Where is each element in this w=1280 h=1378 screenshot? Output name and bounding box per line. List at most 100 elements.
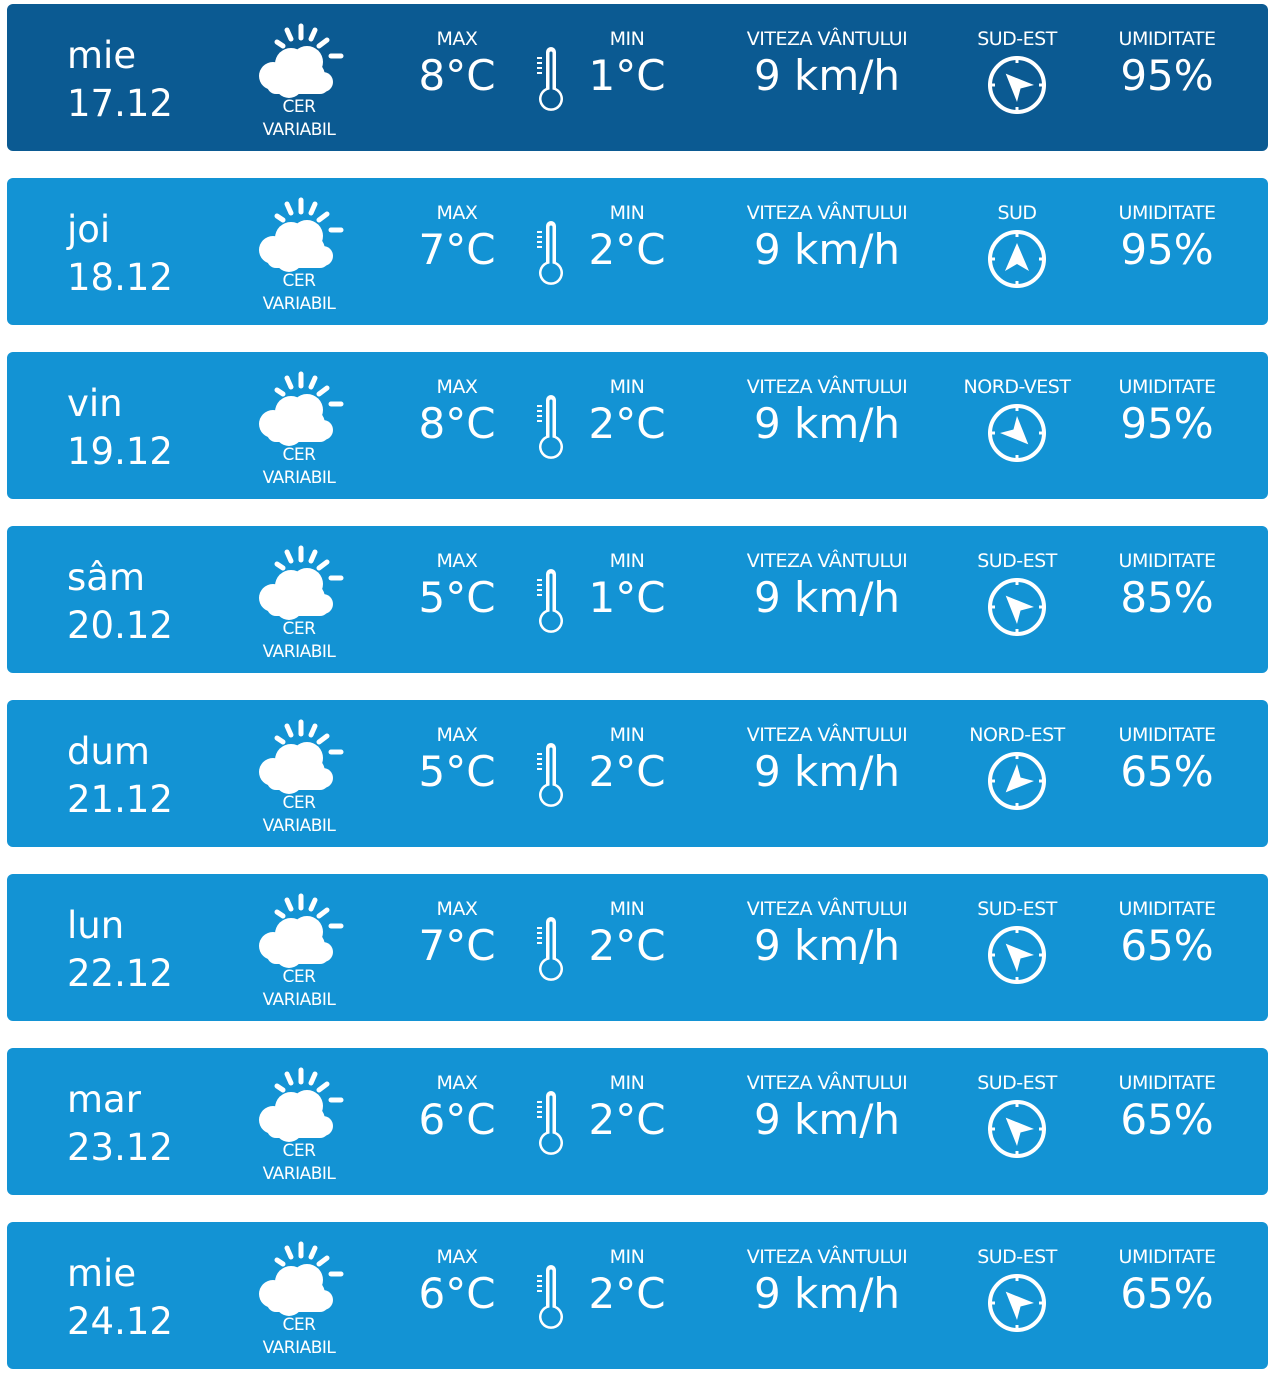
wind-direction: SUD-EST [947,898,1087,986]
wind-value: 9 km/h [753,573,901,622]
wind-speed: VITEZA VÂNTULUI 9 km/h [727,898,927,972]
max-temp: MAX 8°C [407,28,507,102]
wind-value: 9 km/h [753,225,901,274]
condition-text: VARIABIL [262,816,336,836]
humidity-label: UMIDITATE [1118,724,1216,746]
wind-value: 9 km/h [753,51,901,100]
condition-text: VARIABIL [262,642,336,662]
date: 17.12 [67,82,173,125]
max-value: 6°C [418,1095,496,1144]
condition-text: VARIABIL [262,120,336,140]
humidity-label: UMIDITATE [1118,376,1216,398]
humidity: UMIDITATE 85% [1097,550,1237,624]
compass-arrow-icon [988,1100,1046,1158]
weekday: mie [67,1252,137,1295]
max-value: 7°C [418,921,496,970]
weekday: lun [67,904,125,947]
forecast-row[interactable]: mie 17.12 CER VARIABIL MAX 8°C MIN 1°C VI… [7,4,1268,151]
weekday: mie [67,34,137,77]
min-value: 2°C [588,1095,666,1144]
wind-label: VITEZA VÂNTULUI [746,550,908,572]
min-label: MIN [609,28,645,50]
max-label: MAX [436,28,478,50]
min-label: MIN [609,898,645,920]
sun-behind-cloud-icon [259,1067,344,1142]
sun-behind-cloud-icon [259,893,344,968]
humidity-label: UMIDITATE [1118,1072,1216,1094]
condition-text: CER [282,967,316,987]
direction-label: SUD-EST [977,28,1057,50]
humidity: UMIDITATE 65% [1097,1072,1237,1146]
thermometer-icon [537,1091,563,1155]
sun-behind-cloud-icon [259,545,344,620]
condition-text: CER [282,793,316,813]
wind-speed: VITEZA VÂNTULUI 9 km/h [727,376,927,450]
condition-text: CER [282,271,316,291]
condition-text: CER [282,1315,316,1335]
wind-speed: VITEZA VÂNTULUI 9 km/h [727,1246,927,1320]
day-date: lun 22.12 [67,902,173,998]
condition-text: VARIABIL [262,468,336,488]
humidity-value: 95% [1120,399,1214,448]
min-value: 1°C [588,573,666,622]
compass-arrow-icon [988,56,1046,114]
direction-label: SUD-EST [977,550,1057,572]
sun-behind-cloud-icon [259,371,344,446]
forecast-row[interactable]: sâm 20.12 CER VARIABIL MAX 5°C MIN 1°C VI… [7,526,1268,673]
wind-direction: SUD-EST [947,550,1087,638]
wind-label: VITEZA VÂNTULUI [746,202,908,224]
thermometer-icon [537,1265,563,1329]
min-value: 1°C [588,51,666,100]
max-temp: MAX 8°C [407,376,507,450]
min-temp: MIN 1°C [577,550,677,624]
direction-label: NORD-EST [969,724,1065,746]
humidity-value: 65% [1120,1095,1214,1144]
condition-text: VARIABIL [262,1164,336,1184]
forecast-row[interactable]: mar 23.12 CER VARIABIL MAX 6°C MIN 2°C VI… [7,1048,1268,1195]
date: 23.12 [67,1126,173,1169]
condition-text: VARIABIL [262,294,336,314]
humidity: UMIDITATE 95% [1097,376,1237,450]
wind-label: VITEZA VÂNTULUI [746,724,908,746]
wind-value: 9 km/h [753,747,901,796]
condition-text: CER [282,619,316,639]
compass-arrow-icon [988,1274,1046,1332]
sun-behind-cloud-icon [259,719,344,794]
max-temp: MAX 7°C [407,898,507,972]
day-date: joi 18.12 [67,206,173,302]
min-temp: MIN 2°C [577,202,677,276]
humidity: UMIDITATE 65% [1097,724,1237,798]
day-date: mie 17.12 [67,32,173,128]
humidity-value: 85% [1120,573,1214,622]
max-temp: MAX 5°C [407,550,507,624]
humidity: UMIDITATE 95% [1097,28,1237,102]
condition-text: CER [282,1141,316,1161]
sun-behind-cloud-icon [259,197,344,272]
humidity-label: UMIDITATE [1118,202,1216,224]
forecast-row[interactable]: joi 18.12 CER VARIABIL MAX 7°C MIN 2°C VI… [7,178,1268,325]
humidity-value: 95% [1120,51,1214,100]
day-date: vin 19.12 [67,380,173,476]
wind-speed: VITEZA VÂNTULUI 9 km/h [727,550,927,624]
min-value: 2°C [588,747,666,796]
min-value: 2°C [588,1269,666,1318]
humidity-label: UMIDITATE [1118,1246,1216,1268]
condition-text: CER [282,97,316,117]
weather-condition: CER VARIABIL [243,544,355,664]
min-label: MIN [609,1246,645,1268]
humidity-value: 95% [1120,225,1214,274]
weather-condition: CER VARIABIL [243,370,355,490]
min-label: MIN [609,202,645,224]
max-label: MAX [436,1246,478,1268]
forecast-row[interactable]: vin 19.12 CER VARIABIL MAX 8°C MIN 2°C VI… [7,352,1268,499]
forecast-row[interactable]: mie 24.12 CER VARIABIL MAX 6°C MIN 2°C VI… [7,1222,1268,1369]
condition-text: CER [282,445,316,465]
wind-value: 9 km/h [753,1095,901,1144]
compass-arrow-icon [988,230,1046,288]
day-date: mar 23.12 [67,1076,173,1172]
forecast-row[interactable]: lun 22.12 CER VARIABIL MAX 7°C MIN 2°C VI… [7,874,1268,1021]
weekday: mar [67,1078,141,1121]
forecast-row[interactable]: dum 21.12 CER VARIABIL MAX 5°C MIN 2°C VI… [7,700,1268,847]
weather-condition: CER VARIABIL [243,892,355,1012]
humidity-value: 65% [1120,1269,1214,1318]
